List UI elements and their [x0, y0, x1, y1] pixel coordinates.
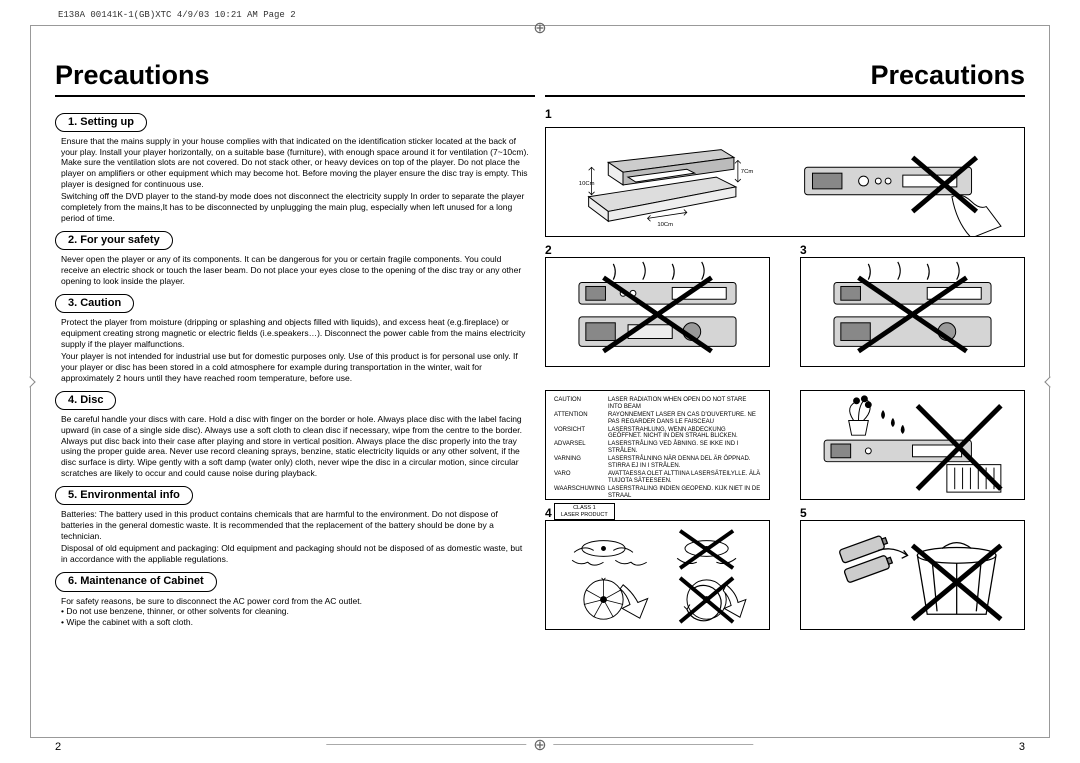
warn-val: RAYONNEMENT LASER EN CAS D'OUVERTURE. NE…	[608, 412, 761, 426]
warn-val: AVATTAESSA OLET ALTTIINA LASERSÄTEILYLLE…	[608, 471, 761, 485]
section-body: Your player is not intended for industri…	[61, 351, 529, 383]
section-head-disc: 4. Disc	[55, 391, 116, 410]
warn-val: LASER RADIATION WHEN OPEN DO NOT STARE I…	[608, 397, 761, 411]
section-body: Disposal of old equipment and packaging:…	[61, 543, 529, 564]
figure-3-wrap: 3	[800, 243, 1025, 367]
figure-2-box	[545, 257, 770, 367]
section-body: Ensure that the mains supply in your hou…	[61, 136, 529, 189]
figure-label: 3	[800, 243, 1025, 257]
dim-7cm: 7Cm	[741, 169, 754, 175]
page-title-right: Precautions	[545, 60, 1025, 97]
page-title-left: Precautions	[55, 60, 535, 97]
section-body: Batteries: The battery used in this prod…	[61, 509, 529, 541]
crop-mark-top: ⊕	[533, 18, 546, 38]
figure-label: 5	[800, 506, 1025, 520]
section-head-setting-up: 1. Setting up	[55, 113, 147, 132]
section-body: Never open the player or any of its comp…	[61, 254, 529, 286]
laser-warning-box: CAUTION LASER RADIATION WHEN OPEN DO NOT …	[545, 390, 770, 500]
print-meta-header: E138A 00141K-1(GB)XTC 4/9/03 10:21 AM Pa…	[58, 10, 296, 20]
figure-moisture-wrap	[800, 373, 1025, 500]
figure-1-box: 10Cm 7Cm 10Cm	[545, 127, 1025, 237]
bullet: • Wipe the cabinet with a soft cloth.	[61, 617, 529, 628]
figure-4-box	[545, 520, 770, 630]
section-body: For safety reasons, be sure to disconnec…	[61, 596, 529, 628]
section-head-env: 5. Environmental info	[55, 486, 193, 505]
warn-val: LASERSTRÅLING VED ÅBNING. SE IKKE IND I …	[608, 441, 761, 455]
section-body: Switching off the DVD player to the stan…	[61, 191, 529, 223]
section-head-maint: 6. Maintenance of Cabinet	[55, 572, 217, 591]
page-number-left: 2	[55, 741, 61, 753]
laser-warning-wrap: CAUTION LASER RADIATION WHEN OPEN DO NOT …	[545, 373, 770, 500]
warn-key: ATTENTION	[554, 412, 602, 426]
warn-val: LASERSTRAHLUNG, WENN ABDECKUNG GEÖFFNET.…	[608, 427, 761, 441]
figure-5-wrap: 5	[800, 506, 1025, 630]
figure-label: 2	[545, 243, 770, 257]
warn-key: ADVARSEL	[554, 441, 602, 455]
warn-key: WAARSCHUWING	[554, 486, 602, 500]
figure-5-box	[800, 520, 1025, 630]
page-left: Precautions 1. Setting up Ensure that th…	[55, 60, 535, 753]
page-number-right: 3	[1019, 741, 1025, 753]
warn-key: VORSICHT	[554, 427, 602, 441]
figure-label: 4	[545, 506, 770, 520]
warn-val: LASERSTRALING INDIEN GEOPEND. KIJK NIET …	[608, 486, 761, 500]
dim-10cm: 10Cm	[657, 222, 673, 228]
warn-key: VARO	[554, 471, 602, 485]
bullet: • Do not use benzene, thinner, or other …	[61, 606, 529, 617]
section-body: Be careful handle your discs with care. …	[61, 414, 529, 478]
figure-4-wrap: 4	[545, 506, 770, 630]
figure-moisture-box	[800, 390, 1025, 500]
figure-1-wrap: 1	[545, 107, 1025, 121]
warn-key: CAUTION	[554, 397, 602, 411]
section-head-safety: 2. For your safety	[55, 231, 173, 250]
bullet: For safety reasons, be sure to disconnec…	[61, 596, 529, 607]
section-body: Protect the player from moisture (drippi…	[61, 317, 529, 349]
figure-label: 1	[545, 107, 1025, 121]
figure-3-box	[800, 257, 1025, 367]
warn-val: LASERSTRÅLNING NÄR DENNA DEL ÄR ÖPPNAD. …	[608, 456, 761, 470]
figure-2-wrap: 2	[545, 243, 770, 367]
dim-10cm: 10Cm	[579, 181, 595, 187]
page-right: Precautions 1	[545, 60, 1025, 753]
figure-grid: 1 10Cm	[545, 107, 1025, 630]
warn-key: VARNING	[554, 456, 602, 470]
section-head-caution: 3. Caution	[55, 294, 134, 313]
